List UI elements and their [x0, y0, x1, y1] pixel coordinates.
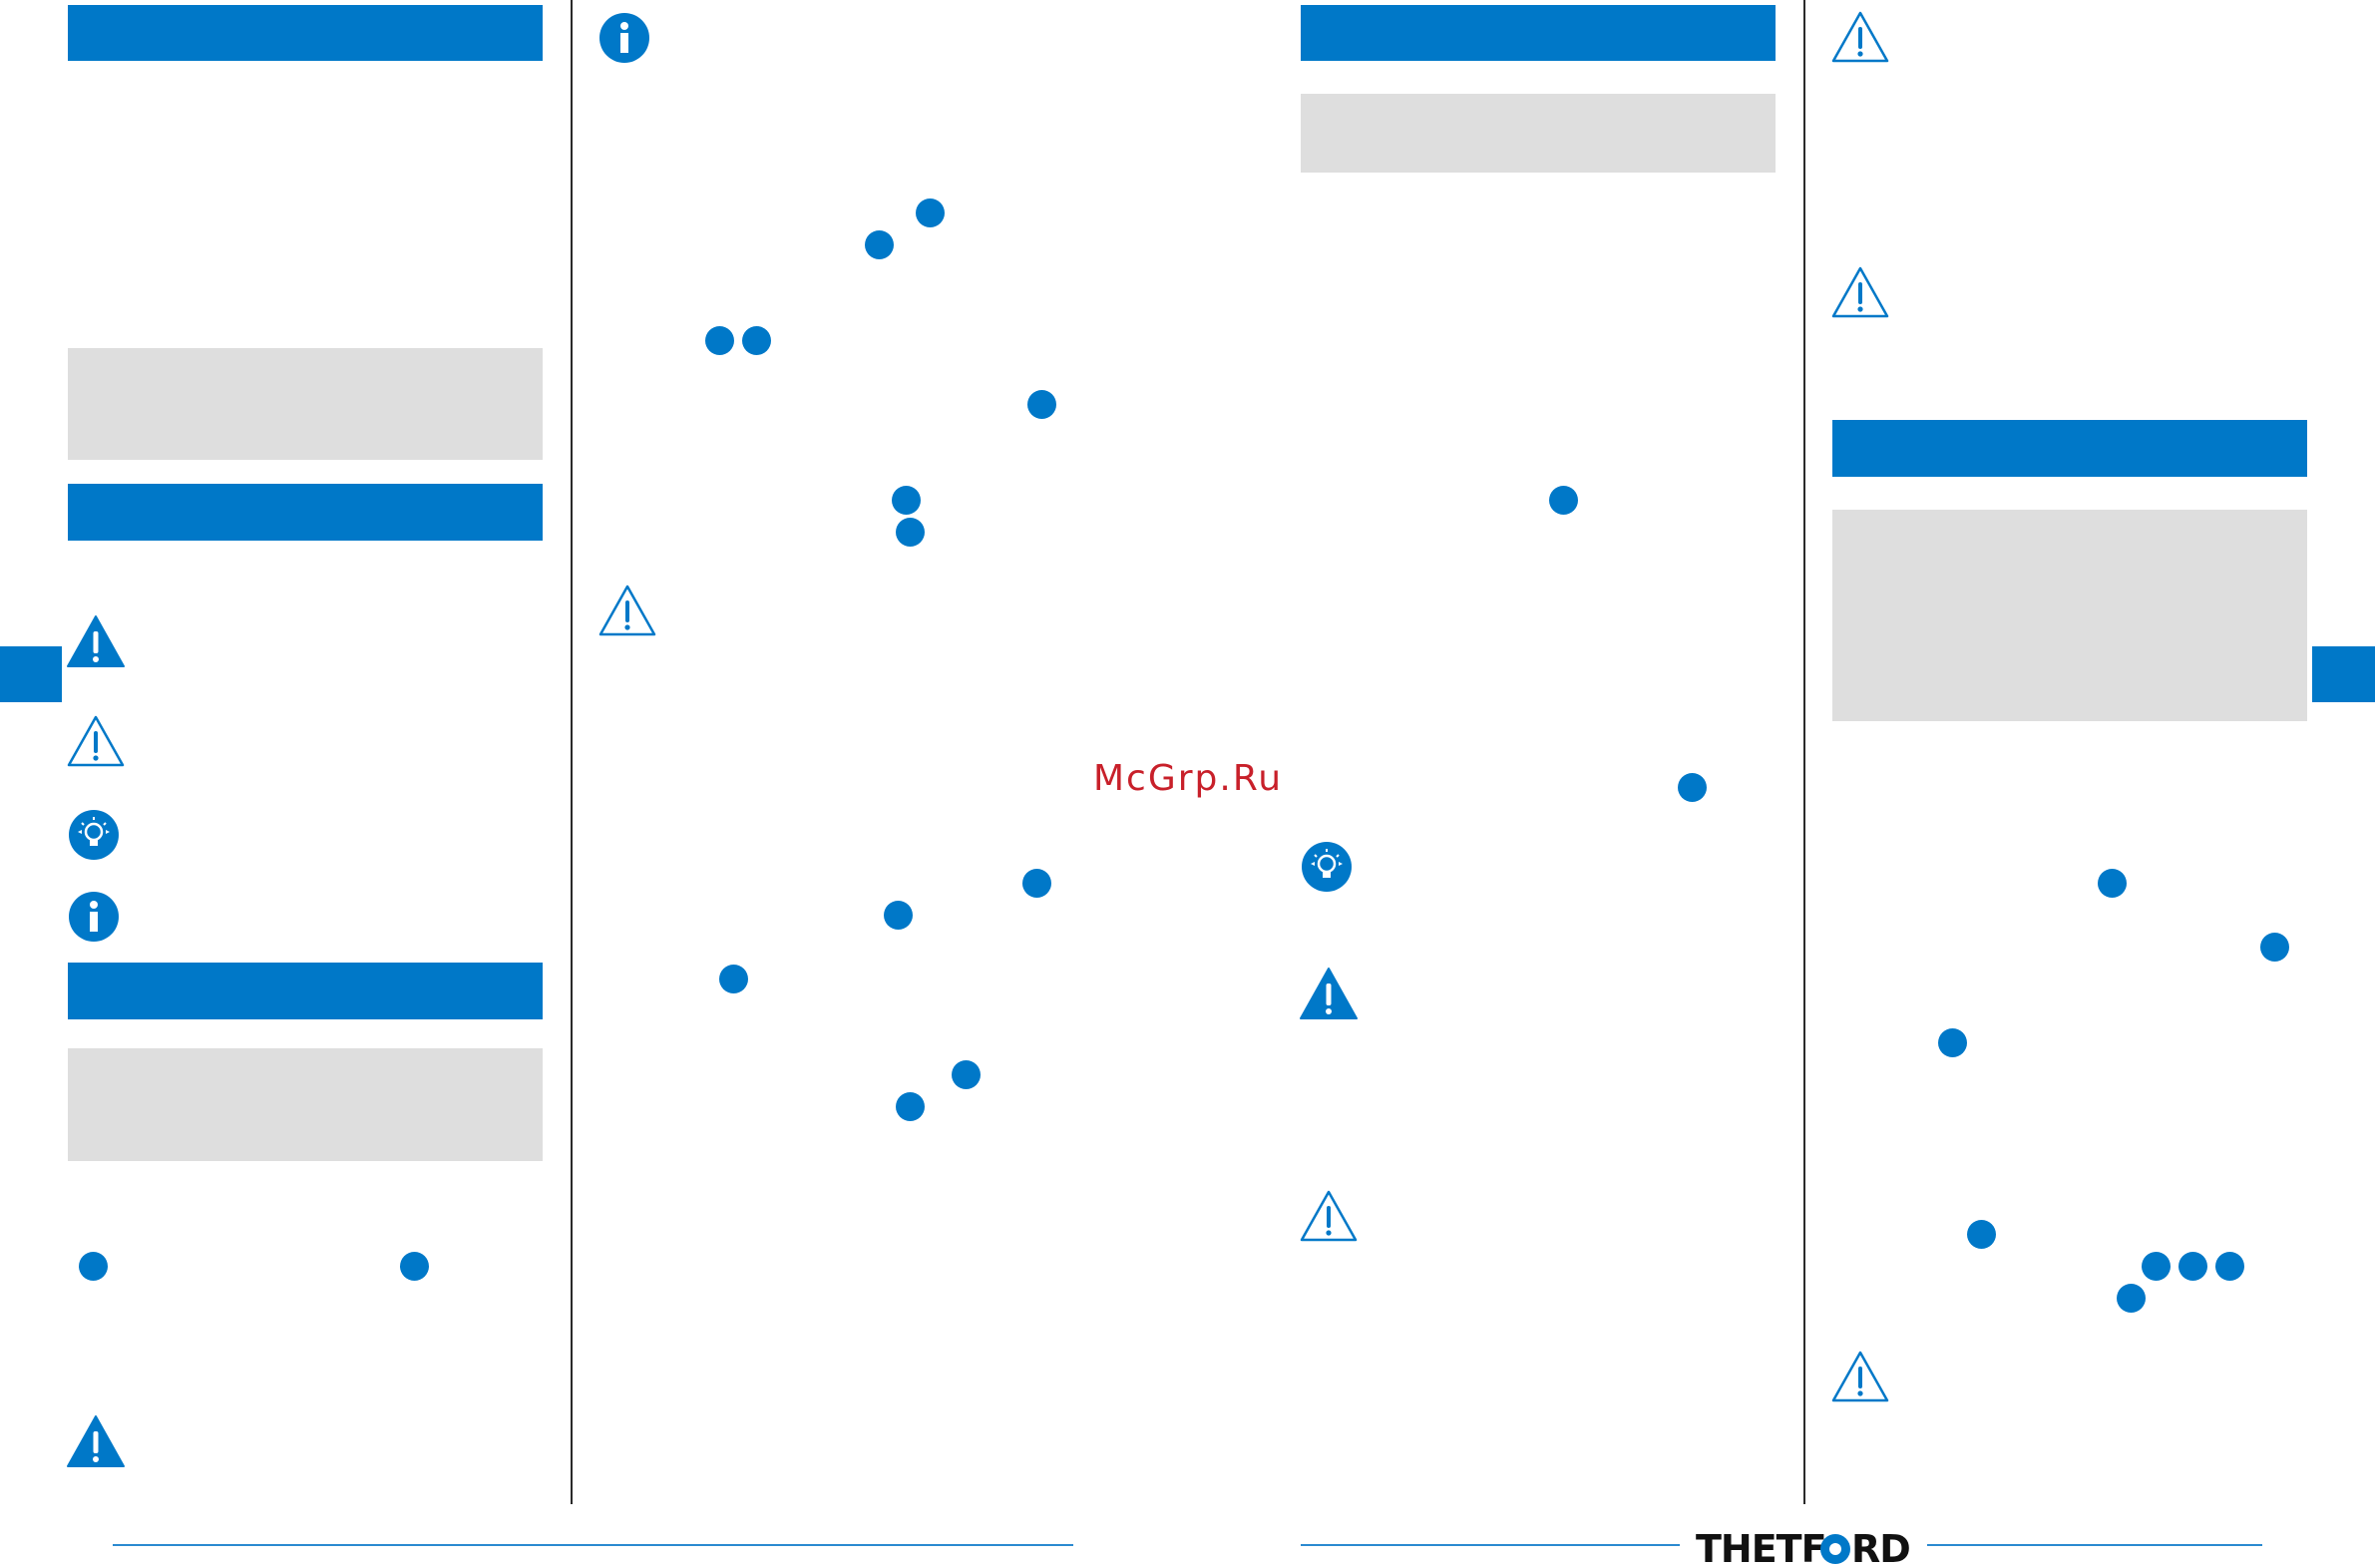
watermark-text: McGrp.Ru [1093, 758, 1284, 799]
footer-rule-right-b [1927, 1544, 2262, 1546]
warning-outline-icon [598, 585, 656, 636]
callout-dot [896, 518, 925, 547]
callout-dot [2215, 1252, 2244, 1281]
callout-dot [1027, 390, 1056, 419]
callout-dot [719, 965, 748, 993]
callout-dot [2260, 933, 2289, 962]
svg-text:RD: RD [1851, 1527, 1910, 1568]
warning-outline-icon [1831, 1351, 1889, 1402]
side-tab-left [0, 646, 62, 702]
callout-dot [79, 1252, 108, 1281]
svg-text:THETF: THETF [1696, 1527, 1826, 1568]
callout-dot [896, 1092, 925, 1121]
note-box [1301, 94, 1776, 173]
side-tab-right [2312, 646, 2375, 702]
section-header-bar [1832, 420, 2307, 477]
section-header-bar [68, 5, 543, 61]
callout-dot [1967, 1220, 1996, 1249]
callout-dot [705, 326, 734, 355]
section-header-bar [68, 484, 543, 541]
callout-dot [884, 901, 913, 930]
note-box [68, 1048, 543, 1161]
callout-dot [865, 230, 894, 259]
callout-dot [2142, 1252, 2171, 1281]
callout-dot [916, 198, 945, 227]
callout-dot [2178, 1252, 2207, 1281]
footer-rule-left [113, 1544, 1073, 1546]
warning-filled-icon [1300, 968, 1358, 1019]
callout-dot [1022, 869, 1051, 898]
section-header-bar [68, 963, 543, 1019]
callout-dot [1549, 486, 1578, 515]
callout-dot [742, 326, 771, 355]
callout-dot [2117, 1284, 2146, 1313]
section-header-bar [1301, 5, 1776, 61]
callout-dot [952, 1060, 981, 1089]
callout-dot [1678, 773, 1707, 802]
tip-lightbulb-icon [69, 810, 119, 860]
warning-outline-icon [1831, 11, 1889, 63]
callout-dot [400, 1252, 429, 1281]
tip-lightbulb-icon [1302, 842, 1352, 892]
column-divider-left [571, 0, 573, 1504]
warning-outline-icon [1831, 266, 1889, 318]
callout-dot [2098, 869, 2127, 898]
warning-outline-icon [67, 715, 125, 767]
callout-dot [892, 486, 921, 515]
column-divider-right [1803, 0, 1805, 1504]
footer-rule-right-a [1301, 1544, 1680, 1546]
note-box [68, 348, 543, 460]
warning-filled-icon [67, 1415, 125, 1467]
callout-dot [1938, 1028, 1967, 1057]
info-icon [599, 13, 649, 63]
note-box [1832, 510, 2307, 721]
info-icon [69, 892, 119, 942]
thetford-logo: THETF RD [1696, 1527, 1911, 1568]
warning-filled-icon [67, 615, 125, 667]
warning-outline-icon [1300, 1190, 1358, 1242]
